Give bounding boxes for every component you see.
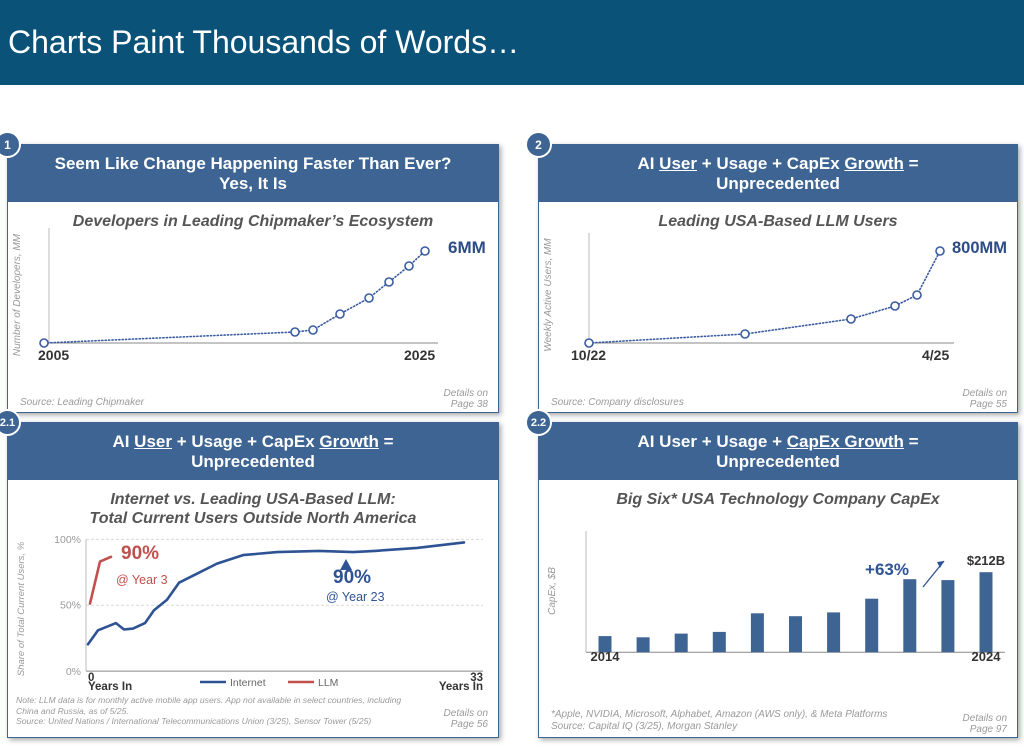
svg-text:Internet: Internet bbox=[230, 677, 266, 689]
svg-text:4/25: 4/25 bbox=[922, 347, 949, 363]
svg-text:2024: 2024 bbox=[972, 649, 1002, 664]
svg-text:6MM: 6MM bbox=[448, 238, 486, 257]
svg-text:2025: 2025 bbox=[404, 347, 435, 363]
svg-text:+63%: +63% bbox=[865, 560, 909, 579]
svg-text:100%: 100% bbox=[54, 534, 81, 546]
svg-text:Years In: Years In bbox=[439, 681, 483, 693]
svg-text:2005: 2005 bbox=[38, 347, 69, 363]
svg-text:800MM: 800MM bbox=[952, 239, 1007, 257]
svg-text:Share of Total Current Users,: Share of Total Current Users, % bbox=[16, 541, 27, 676]
svg-text:2014: 2014 bbox=[591, 649, 621, 664]
svg-text:CapEx, $B: CapEx, $B bbox=[547, 567, 558, 615]
svg-text:50%: 50% bbox=[60, 600, 81, 612]
svg-text:10/22: 10/22 bbox=[571, 347, 606, 363]
svg-text:LLM: LLM bbox=[318, 677, 338, 689]
svg-text:Weekly Active Users, MM: Weekly Active Users, MM bbox=[543, 238, 554, 352]
svg-text:$212B: $212B bbox=[967, 553, 1005, 568]
svg-text:Number of Developers, MM: Number of Developers, MM bbox=[12, 233, 23, 356]
svg-text:0%: 0% bbox=[66, 666, 81, 678]
svg-text:Years In: Years In bbox=[88, 681, 132, 693]
